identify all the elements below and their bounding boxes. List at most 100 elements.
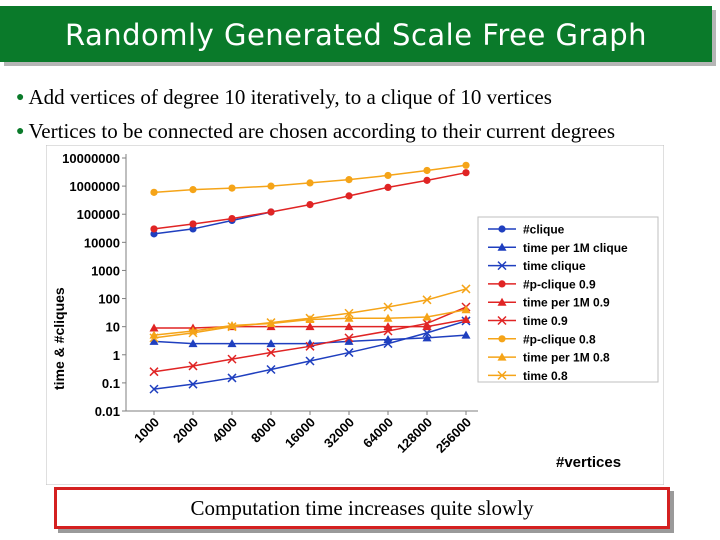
bullet-text: Vertices to be connected are chosen acco… (28, 119, 616, 143)
data-point (461, 314, 471, 323)
legend-item: time 0.8 (488, 369, 568, 383)
legend-item: time per 1M 0.9 (488, 296, 610, 310)
data-point (228, 214, 236, 223)
data-point (422, 312, 432, 321)
legend-item: time per 1M clique (488, 241, 628, 255)
legend-item: time per 1M 0.8 (488, 351, 610, 365)
data-point (384, 183, 392, 191)
y-tick-label: 1 (113, 348, 120, 363)
data-point (189, 220, 197, 228)
data-point (150, 230, 158, 238)
legend-swatch-marker (497, 370, 507, 380)
bullet-text: Add vertices of degree 10 iteratively, t… (28, 85, 552, 109)
data-point (461, 284, 471, 294)
caption-text: Computation time increases quite slowly (190, 496, 534, 520)
y-tick-label: 10000000 (62, 151, 120, 166)
data-point (266, 318, 276, 328)
y-tick-label: 1000 (91, 263, 120, 278)
data-point (345, 192, 353, 200)
series--p-clique-0-9 (150, 169, 470, 233)
legend-label: #clique (523, 223, 565, 237)
x-axis-label: #vertices (556, 454, 621, 471)
data-point (344, 336, 354, 345)
y-tick-labels: 10000000 1000000 100000 10000 1000 100 10 1 0.1 0… (62, 151, 126, 419)
y-tick-label: 100 (98, 292, 120, 307)
legend-item: time clique (488, 259, 586, 273)
legend-swatch-marker (498, 335, 506, 343)
data-point (227, 322, 237, 332)
series-line (153, 211, 272, 235)
data-point (189, 225, 197, 233)
legend-label: #p-clique 0.8 (523, 332, 596, 346)
data-point (149, 333, 159, 343)
data-point (305, 356, 315, 366)
data-point (422, 328, 432, 338)
data-point (344, 322, 354, 331)
data-point (461, 305, 471, 314)
data-point (149, 367, 159, 377)
data-point (228, 184, 236, 192)
legend-label: time per 1M 0.9 (523, 296, 610, 310)
legend-swatch-marker (497, 242, 507, 251)
log-line-chart: 10000000 1000000 100000 10000 1000 100 10 1 0.1 0… (46, 145, 664, 485)
data-point (462, 169, 470, 177)
bullet-item: ● Add vertices of degree 10 iteratively, … (16, 82, 716, 116)
data-point (149, 323, 159, 332)
data-point (384, 171, 392, 180)
title-bar: Randomly Generated Scale Free Graph (0, 0, 720, 66)
title-band (0, 6, 712, 62)
data-point (306, 200, 314, 209)
y-tick-label: 0.1 (102, 376, 120, 391)
data-point (227, 354, 237, 364)
series-time-clique (149, 316, 471, 394)
legend-label: time 0.9 (523, 314, 568, 328)
data-point (305, 313, 315, 323)
series-time-0-9 (149, 302, 471, 377)
data-point (267, 208, 275, 216)
data-point (305, 322, 315, 331)
data-point (149, 384, 159, 394)
bullet-list: ● Add vertices of degree 10 iteratively, … (16, 82, 716, 150)
legend-label: #p-clique 0.9 (523, 277, 596, 291)
series-time-0-8 (149, 284, 471, 343)
legend-box (477, 216, 659, 383)
legend-swatch-marker (497, 261, 507, 271)
data-point (344, 333, 354, 343)
data-point (461, 330, 471, 339)
data-point (266, 364, 276, 375)
series-layer (149, 161, 471, 394)
legend-item: time 0.9 (488, 314, 568, 328)
y-tick-label: 100000 (77, 207, 120, 222)
data-point (188, 361, 198, 371)
legend-item: #p-clique 0.9 (488, 277, 596, 291)
legend-label: time per 1M 0.8 (523, 351, 610, 365)
bullet-item: ● Vertices to be connected are chosen acc… (16, 116, 716, 150)
legend-label: time clique (523, 259, 586, 273)
data-point (188, 328, 198, 338)
legend-item: #p-clique 0.8 (488, 332, 596, 346)
data-point (188, 339, 198, 348)
bullet-dot-icon: ● (16, 124, 25, 139)
data-point (266, 348, 276, 358)
data-point (305, 341, 315, 351)
y-axis-label: time & #cliques (51, 287, 67, 390)
data-point (422, 318, 432, 328)
data-point (306, 179, 314, 187)
legend-swatch-marker (498, 280, 506, 288)
data-point (462, 161, 470, 169)
y-tick-label: 10 (106, 320, 120, 335)
data-point (189, 186, 197, 194)
y-tick-label: 1000000 (69, 179, 120, 194)
y-tick-label: 10000 (84, 235, 120, 250)
data-point (423, 166, 431, 175)
caption-box: Computation time increases quite slowly (54, 487, 670, 529)
data-point (383, 339, 393, 349)
data-point (422, 295, 432, 305)
legend: #clique time per 1M clique time clique #p-c… (488, 223, 628, 383)
data-point (422, 322, 432, 331)
data-point (383, 326, 393, 336)
data-point (150, 188, 158, 196)
legend-swatch-marker (497, 352, 507, 361)
data-point (227, 339, 237, 348)
data-point (267, 182, 275, 190)
